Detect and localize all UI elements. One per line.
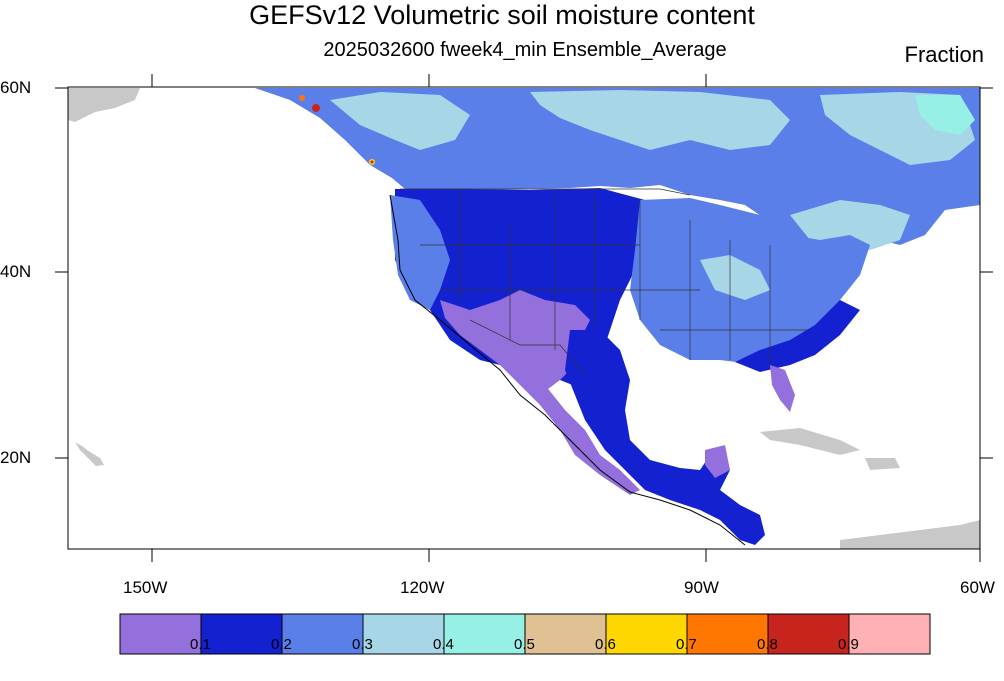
map-subtitle: 2025032600 fweek4_min Ensemble_Average [323,39,727,61]
colorbar-label-7: 0.8 [757,636,778,653]
colorbar-label-3: 0.4 [433,636,454,653]
hotspot-orange-1 [299,95,305,101]
north-patch-lightblue-1 [530,90,790,150]
lon-label-60w: 60W [960,578,995,597]
colorbar-label-6: 0.7 [676,636,697,653]
axis-ticks [55,74,993,562]
cuba-island [760,428,860,455]
hawaii-islands [75,442,104,466]
colorbar-label-2: 0.3 [352,636,373,653]
colorbar-box-3 [362,613,445,655]
colorbar-label-0: 0.1 [190,636,211,653]
colorbar-label-1: 0.2 [271,636,292,653]
colorbar-box-4 [443,613,526,655]
lat-label-60n: 60N [0,78,32,97]
coastline-outline [389,194,746,546]
units-label: Fraction [904,42,984,67]
west-coast-region [390,195,450,310]
lat-label-40n: 40N [0,262,32,281]
florida-region [770,365,795,412]
alaska-coast [68,88,140,122]
colorbar-box-2 [281,613,364,655]
hotspot-red-2 [370,160,374,164]
lat-label-20n: 20N [0,448,32,467]
mexico-dark-region [565,330,765,545]
south-america-coast [840,520,980,549]
colorbar-box-5 [524,613,607,655]
midwest-lightblue-patch [700,255,770,300]
colorbar [119,613,931,655]
lon-label-120w: 120W [400,578,445,597]
colorbar-box-1 [200,613,283,655]
colorbar-label-8: 0.9 [838,636,859,653]
colorbar-box-0 [119,613,202,655]
southeast-dark-strip [735,300,860,372]
colorbar-box-8 [767,613,850,655]
hotspot-red-1 [312,104,320,112]
map-plot-area [68,88,980,549]
north-patch-lightblue-3 [330,92,470,150]
north-patch-cyan [915,95,975,135]
colorbar-box-9 [848,613,931,655]
east-patch-lightblue [790,200,910,250]
hispaniola-island [865,458,900,470]
map-title: GEFSv12 Volumetric soil moisture content [249,0,755,30]
political-boundaries [400,188,810,376]
colorbar-label-5: 0.6 [595,636,616,653]
lon-label-90w: 90W [684,578,719,597]
colorbar-box-7 [686,613,769,655]
colorbar-box-6 [605,613,688,655]
map-frame [67,86,981,550]
mexico-purple-region [490,345,640,495]
colorbar-label-4: 0.5 [514,636,535,653]
lon-label-150w: 150W [123,578,168,597]
yucatan-purple [705,445,730,478]
